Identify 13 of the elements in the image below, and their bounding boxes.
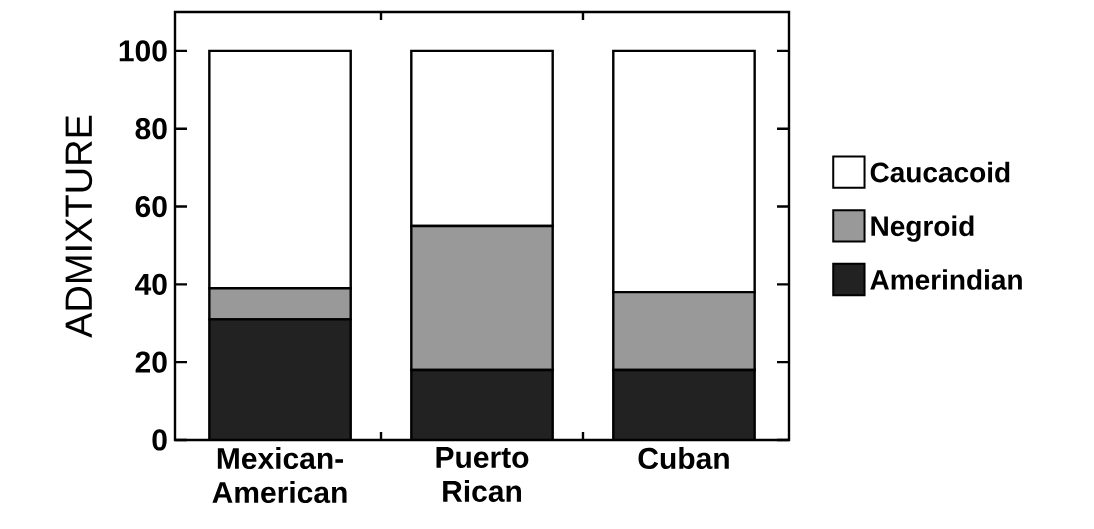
x-tick-label: Cuban bbox=[638, 447, 729, 470]
y-tick-label: 0 bbox=[152, 429, 167, 451]
y-axis-title: ADMIXTURE bbox=[65, 115, 93, 338]
y-tick-label: 20 bbox=[135, 351, 167, 373]
x-tick-label: Puerto Rican bbox=[436, 447, 529, 502]
legend-label: Negroid bbox=[871, 215, 974, 242]
x-tick-label: Mexican-American bbox=[212, 447, 347, 504]
legend-label: Caucacoid bbox=[870, 161, 1010, 183]
y-tick-label: 60 bbox=[135, 195, 167, 218]
y-tick-label: 100 bbox=[119, 40, 167, 62]
y-tick-label: 40 bbox=[135, 273, 167, 295]
y-tick-label: 80 bbox=[135, 118, 167, 140]
legend-label: Amerindian bbox=[870, 269, 1022, 290]
